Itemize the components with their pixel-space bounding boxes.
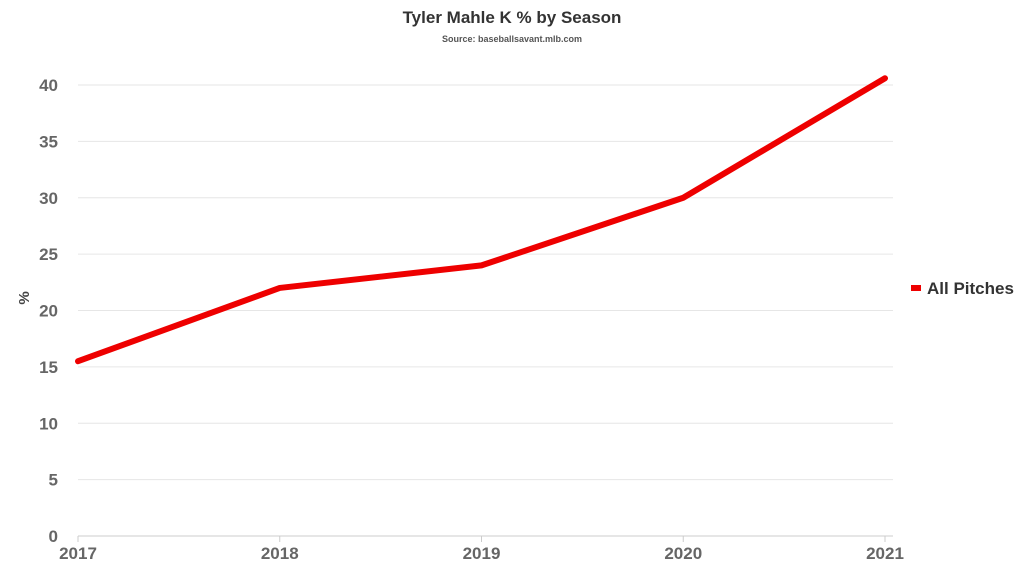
x-tick-label: 2021 bbox=[866, 544, 904, 563]
y-tick-label: 25 bbox=[39, 245, 58, 264]
x-tick-label: 2018 bbox=[261, 544, 299, 563]
y-tick-label: 20 bbox=[39, 302, 58, 321]
y-axis-label: % bbox=[16, 291, 33, 304]
y-axis-ticks: 0 5 10 15 20 25 30 35 40 bbox=[39, 76, 58, 546]
gridlines bbox=[78, 85, 893, 536]
data-point bbox=[480, 264, 483, 267]
data-point bbox=[884, 77, 887, 80]
data-point bbox=[278, 286, 281, 289]
data-point bbox=[682, 196, 685, 199]
data-point bbox=[77, 360, 80, 363]
legend-label: All Pitches bbox=[927, 279, 1014, 298]
y-tick-label: 5 bbox=[49, 471, 58, 490]
chart-subtitle: Source: baseballsavant.mlb.com bbox=[442, 34, 582, 44]
x-tick-label: 2017 bbox=[59, 544, 97, 563]
x-tick-label: 2019 bbox=[463, 544, 501, 563]
y-tick-label: 40 bbox=[39, 76, 58, 95]
legend[interactable]: All Pitches bbox=[911, 279, 1014, 298]
y-tick-label: 30 bbox=[39, 189, 58, 208]
x-tick-label: 2020 bbox=[664, 544, 702, 563]
x-axis-ticks: 2017 2018 2019 2020 2021 bbox=[59, 536, 904, 563]
series-layer bbox=[77, 77, 887, 363]
y-tick-label: 10 bbox=[39, 414, 58, 433]
y-tick-label: 15 bbox=[39, 358, 58, 377]
y-tick-label: 0 bbox=[49, 527, 58, 546]
y-tick-label: 35 bbox=[39, 132, 58, 151]
chart-title: Tyler Mahle K % by Season bbox=[403, 8, 622, 27]
series-line bbox=[78, 78, 885, 361]
